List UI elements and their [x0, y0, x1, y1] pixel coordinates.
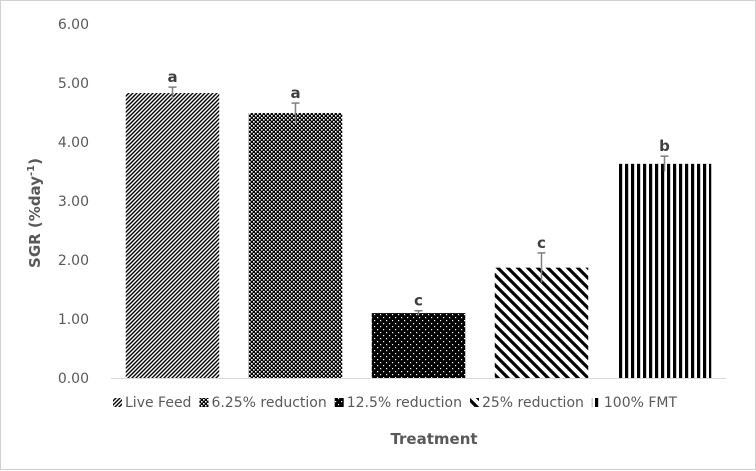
significance-letter: c — [537, 234, 546, 252]
bar-3 — [371, 313, 466, 378]
y-tick-label: 4.00 — [58, 135, 89, 151]
significance-letter: a — [167, 68, 177, 86]
legend-label: 100% FMT — [604, 395, 678, 411]
legend-item: 100% FMT — [591, 395, 678, 411]
y-tick-label: 5.00 — [58, 76, 89, 92]
error-bar-1 — [168, 86, 177, 99]
legend-item: 6.25% reduction — [199, 395, 327, 411]
legend: Live Feed 6.25% reduction 12.5% reduction 2… — [113, 395, 677, 411]
y-tick-label: 6.00 — [58, 17, 89, 33]
legend-label: 6.25% reduction — [211, 395, 326, 411]
error-bar-3 — [414, 309, 423, 316]
bar-5 — [617, 163, 712, 378]
legend-label: 12.5% reduction — [347, 395, 462, 411]
legend-swatch — [199, 398, 209, 407]
error-bars-group — [168, 86, 669, 316]
error-bar-2 — [291, 102, 300, 124]
bar-4 — [494, 267, 589, 378]
error-bar-4 — [537, 252, 546, 283]
y-axis-title-main: SGR (%day — [26, 176, 44, 268]
error-bar-5 — [660, 155, 669, 172]
significance-letter: b — [659, 137, 670, 155]
y-tick-label: 3.00 — [58, 194, 89, 210]
legend-item: Live Feed — [113, 395, 191, 411]
bar-1 — [125, 93, 220, 378]
y-tick-label: 2.00 — [58, 253, 89, 269]
x-axis-title: Treatment — [390, 430, 477, 448]
legend-label: 25% reduction — [482, 395, 584, 411]
significance-letter: c — [414, 292, 423, 310]
y-tick-label: 0.00 — [58, 371, 89, 387]
y-axis-title-superscript: -1 — [26, 165, 37, 176]
legend-label: Live Feed — [125, 395, 191, 411]
legend-swatch — [113, 398, 122, 407]
significance-labels-group: a a c c b — [167, 68, 670, 310]
bar-2 — [248, 113, 343, 378]
legend-item: 12.5% reduction — [334, 395, 462, 411]
y-axis-title-close: ) — [26, 158, 44, 165]
legend-swatch — [469, 398, 479, 407]
legend-item: 25% reduction — [469, 395, 584, 411]
legend-swatch — [334, 398, 344, 407]
y-axis-ticks: 0.00 1.00 2.00 3.00 4.00 5.00 6.00 — [58, 17, 89, 387]
bars-group — [125, 93, 712, 378]
significance-letter: a — [290, 84, 300, 102]
y-axis-title: SGR (%day-1) — [26, 158, 44, 268]
legend-swatch — [591, 398, 601, 407]
y-tick-label: 1.00 — [58, 312, 89, 328]
